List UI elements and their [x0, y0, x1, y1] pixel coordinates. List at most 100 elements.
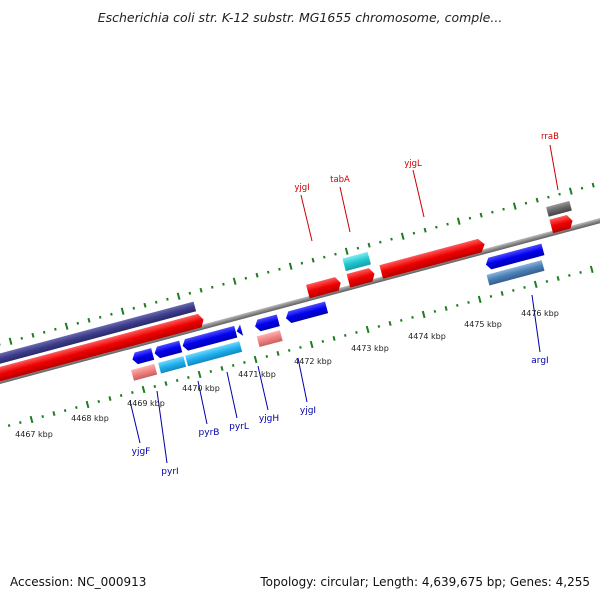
bottom-scale-tick	[187, 376, 190, 379]
bottom-scale-tick	[209, 370, 213, 373]
bottom-scale-tick	[545, 279, 549, 283]
label-yjgI-bottom[interactable]: yjgI	[300, 406, 316, 416]
bottom-scale-tick	[568, 273, 571, 277]
top-scale-tick	[176, 292, 181, 300]
bottom-scale-tick	[421, 310, 426, 319]
gene-argI[interactable]	[484, 243, 545, 271]
label-yjgF[interactable]: yjgF	[132, 447, 151, 457]
bottom-scale-tick	[433, 309, 437, 313]
top-scale-tick	[568, 187, 573, 195]
leader-yjgI-bottom	[297, 357, 308, 403]
bottom-scale-tick	[467, 300, 470, 304]
bottom-scale-tick	[299, 346, 302, 349]
bottom-scale-tick	[556, 275, 560, 281]
gene-pyrI[interactable]	[153, 340, 183, 360]
label-argI[interactable]: argI	[531, 356, 548, 366]
top-scale-tick	[266, 270, 270, 274]
gene-argI-steel[interactable]	[486, 260, 545, 286]
bottom-scale-tick	[97, 400, 101, 403]
top-scale-tick	[446, 222, 449, 226]
leader-pyrI	[156, 390, 168, 464]
bottom-scale-tick	[141, 385, 146, 394]
gene-rraB-gray[interactable]	[546, 200, 572, 217]
bottom-scale-tick	[63, 409, 67, 412]
bottom-scale-tick	[377, 324, 381, 328]
bottom-scale-tick	[411, 315, 414, 319]
top-scale-tick	[255, 272, 259, 278]
bottom-scale-tick	[197, 370, 202, 379]
bottom-scale-tick	[388, 321, 392, 326]
top-scale-tick	[334, 252, 337, 256]
top-scale-tick	[166, 297, 169, 301]
label-pyrL[interactable]: pyrL	[229, 422, 249, 432]
gene-forward-1[interactable]	[0, 313, 205, 388]
scale-label-4476: 4476 kbp	[521, 309, 559, 318]
top-scale-tick	[110, 312, 113, 316]
top-scale-tick	[20, 336, 24, 340]
top-scale-tick	[400, 232, 405, 240]
gene-yjgH[interactable]	[254, 314, 280, 332]
top-scale-tick	[491, 210, 494, 214]
top-scale-tick	[512, 202, 517, 210]
gene-yjgF-pink[interactable]	[131, 363, 158, 381]
gene-yjgF[interactable]	[131, 348, 155, 365]
top-scale-tick	[42, 330, 46, 334]
bottom-scale-tick	[276, 351, 280, 356]
bottom-scale-tick	[477, 295, 482, 304]
top-scale-tick	[278, 267, 281, 271]
bottom-scale-tick	[287, 349, 291, 352]
top-scale-tick	[98, 315, 102, 319]
scale-label-4475: 4475 kbp	[464, 320, 502, 329]
gene-forward-navy[interactable]	[0, 301, 197, 372]
gene-rraB[interactable]	[549, 214, 574, 234]
top-scale-tick	[300, 261, 304, 265]
top-scale-tick	[31, 332, 35, 338]
leader-yjgH	[257, 365, 269, 411]
top-scale-tick	[367, 242, 371, 248]
top-scale-tick	[535, 197, 539, 203]
label-pyrI[interactable]: pyrI	[161, 467, 178, 477]
label-tabA[interactable]: tabA	[330, 175, 350, 185]
leader-tabA	[339, 186, 351, 233]
top-scale-tick	[524, 201, 528, 205]
bottom-scale-tick	[512, 288, 515, 292]
bottom-scale-tick	[399, 318, 403, 322]
top-scale-tick	[379, 240, 382, 244]
top-scale-tick	[288, 262, 293, 270]
top-scale-tick	[558, 192, 561, 196]
leader-pyrB	[197, 380, 208, 425]
top-scale-tick	[479, 212, 483, 218]
label-yjgH[interactable]: yjgH	[259, 414, 279, 424]
top-scale-tick	[423, 227, 427, 233]
leader-yjgL	[412, 169, 425, 218]
top-scale-tick	[154, 300, 158, 304]
gene-yjgH-pink[interactable]	[256, 330, 283, 348]
gene-yjgI-reverse[interactable]	[284, 301, 329, 324]
top-scale-tick	[580, 186, 584, 190]
top-scale-tick	[468, 216, 472, 220]
bottom-scale-tick	[41, 415, 45, 418]
top-scale-tick	[390, 237, 393, 241]
scale-label-4467: 4467 kbp	[15, 430, 53, 439]
bottom-scale-tick	[85, 400, 90, 409]
gene-pyrI-sky[interactable]	[158, 356, 187, 374]
gene-pyrB-sky[interactable]	[185, 341, 243, 367]
top-scale-tick	[435, 225, 438, 229]
label-rraB[interactable]: rraB	[541, 132, 559, 142]
label-yjgL[interactable]: yjgL	[404, 159, 422, 169]
top-scale-tick	[120, 307, 125, 315]
top-scale-tick	[76, 321, 80, 325]
gene-pyrL[interactable]	[235, 324, 244, 337]
top-scale-tick	[323, 255, 326, 259]
gene-yjgL[interactable]	[379, 238, 486, 279]
bottom-scale-tick	[321, 339, 325, 343]
label-pyrB[interactable]: pyrB	[199, 428, 220, 438]
gene-yjgI-forward[interactable]	[306, 276, 342, 299]
bottom-scale-tick	[52, 411, 56, 416]
scale-label-4468: 4468 kbp	[71, 414, 109, 423]
label-yjgI-top[interactable]: yjgI	[294, 183, 309, 193]
scale-label-4472: 4472 kbp	[294, 357, 332, 366]
gene-tabA[interactable]	[346, 267, 377, 288]
gene-pyrB[interactable]	[181, 325, 238, 352]
